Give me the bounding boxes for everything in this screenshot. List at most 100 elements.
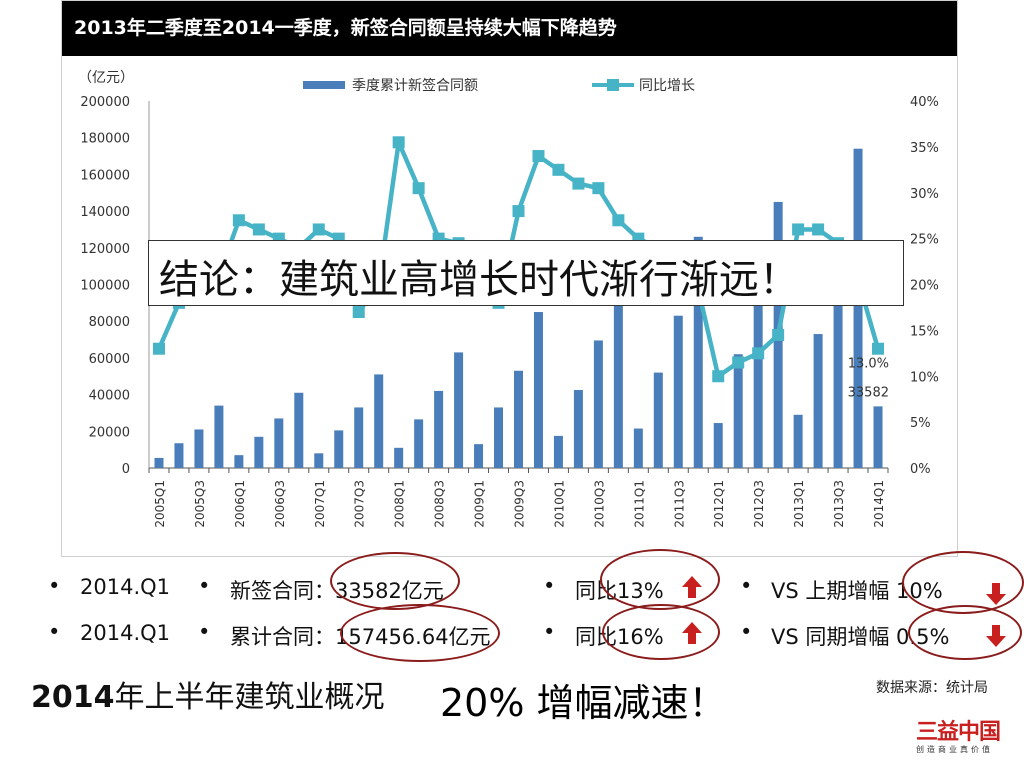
line-marker xyxy=(812,223,825,236)
bar xyxy=(194,429,204,468)
logo: 三益中国 xyxy=(916,720,1001,745)
bar xyxy=(533,312,543,468)
x-tick-label: 2014Q1 xyxy=(872,480,886,528)
x-tick-label: 2011Q1 xyxy=(632,480,646,528)
y-right-tick-label: 15% xyxy=(910,324,939,339)
bar xyxy=(813,334,823,468)
x-tick-label: 2010Q1 xyxy=(552,480,566,528)
chart-title-bar: 2013年二季度至2014一季度，新签合同额呈持续大幅下降趋势 xyxy=(62,1,957,56)
line-marker xyxy=(232,214,245,227)
summary-title: 2014年上半年建筑业概况 xyxy=(31,672,385,716)
line-marker xyxy=(772,328,785,341)
summary-rest: 年上半年建筑业概况 xyxy=(114,680,385,715)
x-tick-label: 2011Q3 xyxy=(672,480,686,528)
bullet: • xyxy=(740,574,753,598)
chart-title: 2013年二季度至2014一季度，新签合同额呈持续大幅下降趋势 xyxy=(74,17,617,39)
highlight-oval xyxy=(908,605,1022,660)
bar xyxy=(314,453,324,468)
x-tick-label: 2005Q3 xyxy=(193,480,207,528)
line-marker xyxy=(512,205,525,218)
x-tick-label: 2006Q1 xyxy=(233,480,247,528)
line-marker xyxy=(152,342,165,355)
bar xyxy=(334,430,344,468)
bullet: • xyxy=(543,620,556,644)
bar xyxy=(553,435,563,468)
conclusion-box: 结论：建筑业高增长时代渐行渐远！ xyxy=(148,240,904,306)
y-right-tick-label: 5% xyxy=(910,416,931,431)
data-label: 13.0% xyxy=(848,357,889,372)
highlight-oval xyxy=(340,604,500,662)
y-left-tick-label: 80000 xyxy=(89,315,130,330)
highlight-oval xyxy=(602,604,720,660)
bar xyxy=(374,374,384,468)
legend-swatch-bar xyxy=(303,81,345,89)
data-label: 33582 xyxy=(848,385,889,400)
y-right-tick-label: 25% xyxy=(910,233,939,248)
x-tick-label: 2009Q3 xyxy=(513,480,527,528)
bar xyxy=(733,354,743,468)
bar xyxy=(474,444,484,468)
x-tick-label: 2012Q1 xyxy=(712,480,726,528)
bar xyxy=(454,352,464,468)
x-tick-label: 2006Q3 xyxy=(273,480,287,528)
bullet: • xyxy=(48,574,61,598)
x-tick-label: 2012Q3 xyxy=(752,480,766,528)
row2-period: 2014.Q1 xyxy=(80,621,171,645)
y-right-tick-label: 40% xyxy=(910,95,939,110)
bar xyxy=(873,406,883,468)
line-marker xyxy=(712,370,725,383)
legend-swatch-marker xyxy=(607,79,619,91)
line-marker xyxy=(612,214,625,227)
line-marker xyxy=(312,223,325,236)
line-marker xyxy=(252,223,265,236)
row1-period: 2014.Q1 xyxy=(80,575,171,599)
highlight-oval xyxy=(330,552,460,610)
y-left-tick-label: 40000 xyxy=(89,389,130,404)
line-marker xyxy=(792,223,805,236)
bar xyxy=(514,370,523,468)
legend-label: 季度累计新签合同额 xyxy=(352,77,478,94)
bar xyxy=(713,423,723,468)
line-marker xyxy=(592,182,605,195)
bar xyxy=(414,419,424,468)
bullet: • xyxy=(198,620,211,644)
bar xyxy=(274,418,284,468)
y-right-tick-label: 30% xyxy=(910,187,939,202)
y-left-tick-label: 100000 xyxy=(80,279,130,294)
bar xyxy=(154,457,164,468)
bar xyxy=(793,414,803,468)
x-tick-label: 2009Q1 xyxy=(473,480,487,528)
y-left-tick-label: 120000 xyxy=(80,242,130,257)
y-left-tick-label: 160000 xyxy=(80,168,130,183)
x-tick-label: 2010Q3 xyxy=(592,480,606,528)
bar xyxy=(254,436,264,468)
x-tick-label: 2007Q1 xyxy=(313,480,327,528)
y-right-tick-label: 0% xyxy=(910,462,931,477)
bar xyxy=(354,407,364,468)
bar xyxy=(593,340,603,468)
line-marker xyxy=(392,136,405,149)
line-marker xyxy=(352,306,365,319)
bar xyxy=(174,443,184,468)
y-left-tick-label: 0 xyxy=(122,462,130,477)
line-marker xyxy=(412,182,425,195)
y-right-tick-label: 20% xyxy=(910,279,939,294)
bar xyxy=(633,428,643,468)
y-axis-unit-label: （亿元） xyxy=(78,70,134,86)
bar xyxy=(673,315,683,468)
y-left-tick-label: 180000 xyxy=(80,132,130,147)
line-marker xyxy=(732,356,745,369)
line-marker xyxy=(572,177,585,190)
summary-year: 2014 xyxy=(31,680,115,715)
line-marker xyxy=(532,150,545,163)
bar xyxy=(214,405,224,468)
line-marker xyxy=(752,347,765,360)
x-tick-label: 2013Q1 xyxy=(792,480,806,528)
y-left-tick-label: 200000 xyxy=(80,95,130,110)
legend-label: 同比增长 xyxy=(639,78,695,94)
y-left-tick-label: 20000 xyxy=(89,425,130,440)
line-marker xyxy=(872,342,885,355)
bar xyxy=(753,288,763,468)
logo-tagline: 创造商业真价值 xyxy=(916,745,993,754)
bullet: • xyxy=(48,620,61,644)
